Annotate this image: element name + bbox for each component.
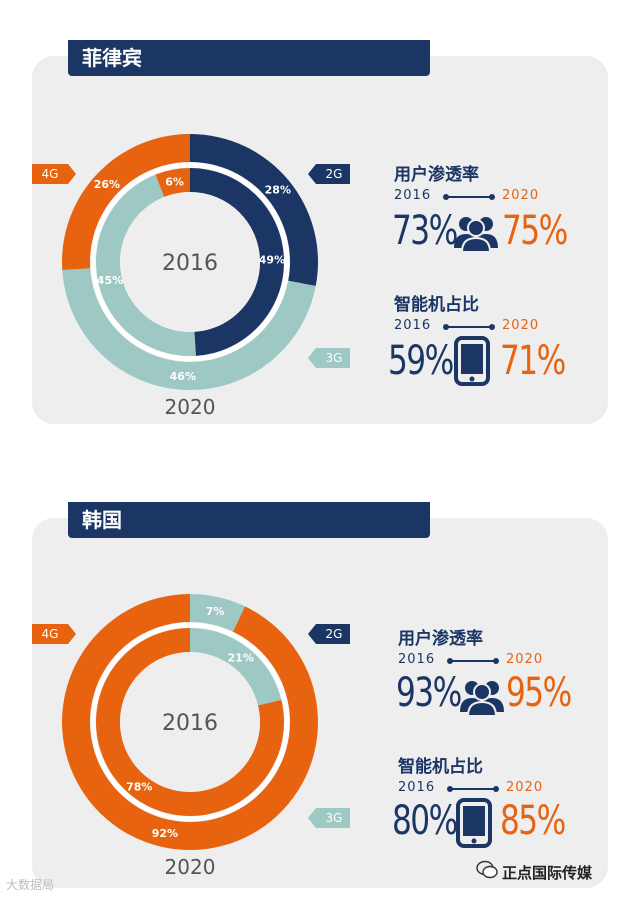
stat-title-user-penetration: 用户渗透率 (394, 165, 479, 185)
donut-hole (120, 652, 260, 792)
center-year-label: 2016 (162, 251, 218, 276)
stat-title-smartphone-share: 智能机占比 (394, 295, 479, 315)
legend-tag-label: 2G (326, 167, 343, 181)
year-from: 2016 (398, 780, 436, 795)
smartphone-icon (454, 336, 490, 386)
slice-label-2016-3G: 45% (97, 274, 123, 287)
value-from: 80% (392, 798, 458, 844)
slice-label-2020-2G: 28% (265, 183, 291, 196)
watermark-left: 大数据局 (6, 878, 55, 892)
legend-tag-label: 3G (326, 351, 343, 365)
country-banner-korea: 韩国 (68, 502, 430, 538)
legend-tag-label: 4G (42, 627, 59, 641)
watermark-right: 正点国际传媒 (502, 864, 593, 882)
legend-tag-label: 4G (42, 167, 59, 181)
slice-2016-3G (190, 628, 282, 706)
timeline-line (443, 324, 495, 330)
slice-label-2016-4G: 6% (165, 175, 184, 188)
slice-2016-3G (96, 174, 196, 356)
legend-tag-label: 2G (326, 627, 343, 641)
ring-separator (90, 162, 290, 362)
stat-title-user-penetration: 用户渗透率 (398, 629, 483, 649)
country-banner-philippines: 菲律宾 (68, 40, 430, 76)
value-to: 75% (502, 208, 568, 254)
smartphone-icon (456, 798, 492, 848)
ring-separator (90, 622, 290, 822)
legend-tag-4G: 4G (32, 164, 76, 184)
donut-hole (120, 192, 260, 332)
donut-chart-philippines: 28% 46% 26% 49% 45% 6% 2016 2020 4G 2G 3G (32, 134, 350, 419)
slice-label-2020-4G: 26% (94, 178, 120, 191)
year-to: 2020 (506, 652, 544, 667)
stat-title-smartphone-share: 智能机占比 (398, 757, 483, 777)
timeline-line (447, 658, 499, 664)
timeline-line (443, 194, 495, 200)
slice-label-2016-2G: 49% (259, 253, 285, 266)
legend-tag-2G: 2G (308, 164, 350, 184)
slice-2020-3G (62, 268, 316, 390)
slice-2020-3G (190, 594, 246, 632)
value-to: 85% (500, 798, 566, 844)
slice-label-2020-3G: 46% (170, 370, 196, 383)
value-to: 95% (506, 670, 572, 716)
timeline-line (447, 786, 499, 792)
users-icon (460, 681, 504, 716)
slice-2020-2G (190, 134, 318, 286)
slice-label-2016-4G: 78% (126, 780, 152, 793)
year-to: 2020 (502, 188, 540, 203)
slice-label-2020-4G: 92% (152, 827, 178, 840)
value-to: 71% (500, 338, 566, 384)
value-from: 59% (388, 338, 454, 384)
slice-2016-4G (155, 168, 190, 197)
year-to: 2020 (506, 780, 544, 795)
outer-year-label: 2020 (165, 855, 216, 879)
outer-year-label: 2020 (165, 395, 216, 419)
legend-tag-4G: 4G (32, 624, 76, 644)
slice-label-2020-3G: 7% (206, 605, 225, 618)
wechat-icon (476, 860, 498, 879)
year-from: 2016 (394, 318, 432, 333)
year-to: 2020 (502, 318, 540, 333)
slice-2020-4G (62, 134, 190, 271)
legend-tag-3G: 3G (308, 348, 350, 368)
value-from: 73% (392, 208, 458, 254)
year-from: 2016 (394, 188, 432, 203)
center-year-label: 2016 (162, 711, 218, 736)
slice-2016-2G (190, 168, 284, 356)
year-from: 2016 (398, 652, 436, 667)
slice-label-2016-3G: 21% (228, 652, 254, 665)
legend-tag-label: 3G (326, 811, 343, 825)
users-icon (454, 217, 498, 252)
value-from: 93% (396, 670, 462, 716)
legend-tag-3G: 3G (308, 808, 350, 828)
legend-tag-2G: 2G (308, 624, 350, 644)
